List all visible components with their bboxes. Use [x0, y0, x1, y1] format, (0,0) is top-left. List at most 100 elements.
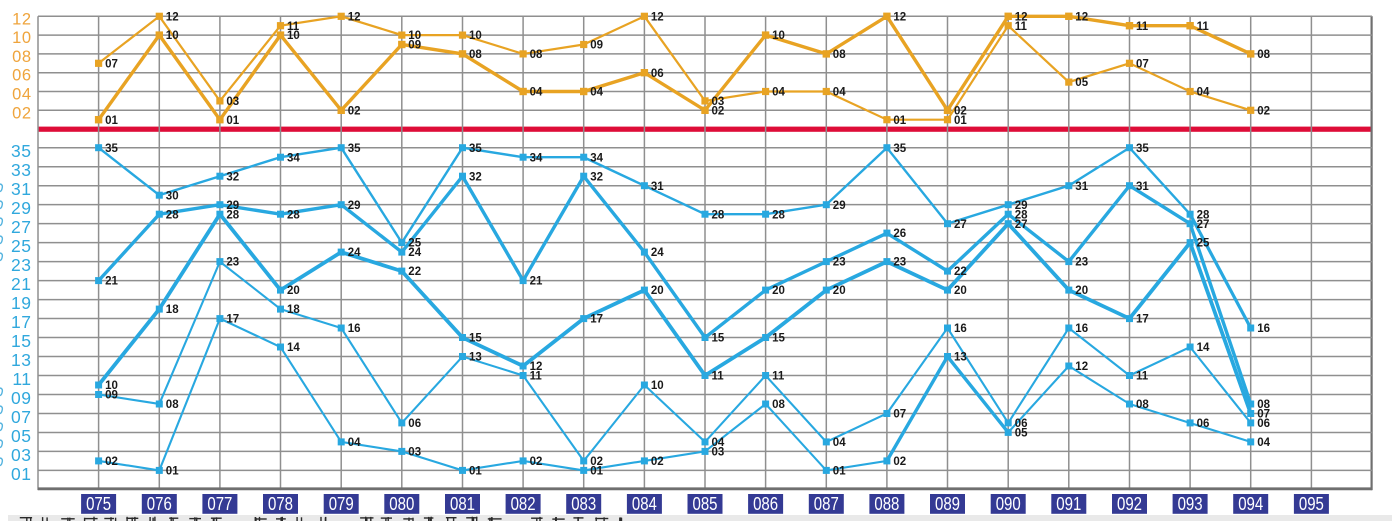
svg-text:07: 07: [893, 409, 906, 421]
svg-text:04: 04: [348, 437, 361, 449]
svg-text:28: 28: [287, 209, 300, 221]
svg-text:03: 03: [226, 96, 239, 108]
svg-text:27: 27: [11, 217, 31, 237]
svg-text:35: 35: [11, 141, 31, 161]
svg-text:35: 35: [1136, 143, 1149, 155]
svg-text:17: 17: [11, 312, 31, 332]
svg-text:23: 23: [833, 257, 846, 269]
svg-text:34: 34: [287, 152, 300, 164]
svg-text:32: 32: [226, 171, 239, 183]
svg-text:08: 08: [772, 399, 785, 411]
svg-text:092: 092: [1117, 494, 1142, 514]
svg-text:10: 10: [287, 30, 300, 42]
svg-text:21: 21: [530, 276, 543, 288]
svg-text:085: 085: [693, 494, 718, 514]
svg-text:10: 10: [651, 380, 664, 392]
svg-text:08: 08: [469, 49, 482, 61]
svg-text:01: 01: [226, 115, 239, 127]
svg-text:08: 08: [12, 48, 31, 66]
svg-text:12: 12: [651, 11, 664, 23]
svg-text:20: 20: [772, 285, 785, 297]
svg-text:076: 076: [147, 494, 172, 514]
svg-text:12: 12: [1015, 11, 1028, 23]
svg-text:31: 31: [651, 181, 664, 193]
svg-text:20: 20: [651, 285, 664, 297]
svg-text:13: 13: [469, 352, 482, 364]
svg-text:22: 22: [954, 266, 967, 278]
svg-text:080: 080: [389, 494, 414, 514]
svg-text:35: 35: [469, 143, 482, 155]
svg-text:22: 22: [408, 266, 421, 278]
svg-text:05: 05: [11, 426, 31, 446]
svg-text:17: 17: [1136, 314, 1149, 326]
svg-text:04: 04: [590, 87, 603, 99]
svg-text:18: 18: [287, 304, 300, 316]
svg-text:29: 29: [11, 198, 31, 218]
svg-text:11: 11: [772, 371, 785, 383]
svg-text:06: 06: [1015, 418, 1028, 430]
svg-text:01: 01: [11, 464, 31, 484]
svg-text:083: 083: [571, 494, 596, 514]
svg-text:16: 16: [348, 323, 361, 335]
svg-text:02: 02: [105, 456, 118, 468]
svg-text:08: 08: [1136, 399, 1149, 411]
svg-text:10: 10: [12, 29, 31, 47]
svg-text:20: 20: [1075, 285, 1088, 297]
svg-text:23: 23: [11, 255, 31, 275]
svg-text:09: 09: [590, 40, 603, 52]
svg-text:10: 10: [105, 380, 118, 392]
svg-text:29: 29: [348, 200, 361, 212]
svg-text:05: 05: [1015, 428, 1028, 440]
svg-text:04: 04: [1197, 87, 1210, 99]
svg-text:01: 01: [954, 115, 967, 127]
svg-text:04: 04: [1257, 437, 1270, 449]
svg-text:06: 06: [408, 418, 421, 430]
svg-text:082: 082: [511, 494, 536, 514]
svg-text:08: 08: [166, 399, 179, 411]
svg-text:079: 079: [329, 494, 354, 514]
svg-text:16: 16: [1257, 323, 1270, 335]
svg-text:12: 12: [12, 10, 31, 28]
svg-text:29: 29: [1015, 200, 1028, 212]
svg-text:24: 24: [408, 247, 421, 259]
svg-text:08: 08: [1257, 49, 1270, 61]
svg-text:10: 10: [166, 30, 179, 42]
svg-text:28: 28: [712, 209, 725, 221]
svg-text:35: 35: [348, 143, 361, 155]
svg-text:075: 075: [86, 494, 111, 514]
svg-text:15: 15: [712, 333, 725, 345]
svg-text:11: 11: [1015, 21, 1028, 33]
svg-text:33: 33: [11, 160, 31, 180]
svg-text:07: 07: [1136, 58, 1149, 70]
svg-text:01: 01: [590, 466, 603, 478]
svg-text:28: 28: [1197, 209, 1210, 221]
svg-text:09: 09: [11, 388, 31, 408]
svg-text:20: 20: [954, 285, 967, 297]
svg-text:28: 28: [772, 209, 785, 221]
svg-text:07: 07: [1257, 409, 1270, 421]
svg-text:087: 087: [814, 494, 839, 514]
svg-text:03: 03: [712, 96, 725, 108]
svg-text:23: 23: [893, 257, 906, 269]
svg-text:04: 04: [12, 86, 31, 104]
svg-text:17: 17: [226, 314, 239, 326]
svg-text:01: 01: [833, 466, 846, 478]
svg-text:16: 16: [954, 323, 967, 335]
svg-text:11: 11: [1136, 21, 1149, 33]
svg-text:12: 12: [1075, 11, 1088, 23]
svg-text:11: 11: [1197, 21, 1210, 33]
svg-text:11: 11: [287, 21, 300, 33]
svg-text:12: 12: [1075, 361, 1088, 373]
svg-text:02: 02: [954, 105, 967, 117]
svg-text:086: 086: [753, 494, 778, 514]
svg-text:02: 02: [712, 105, 725, 117]
svg-text:15: 15: [772, 333, 785, 345]
svg-text:02: 02: [590, 456, 603, 468]
svg-text:27: 27: [1015, 219, 1028, 231]
svg-text:04: 04: [833, 437, 846, 449]
svg-text:091: 091: [1056, 494, 1081, 514]
svg-text:27: 27: [954, 219, 967, 231]
svg-text:04: 04: [530, 87, 543, 99]
svg-text:11: 11: [1136, 371, 1149, 383]
svg-text:10: 10: [408, 30, 421, 42]
